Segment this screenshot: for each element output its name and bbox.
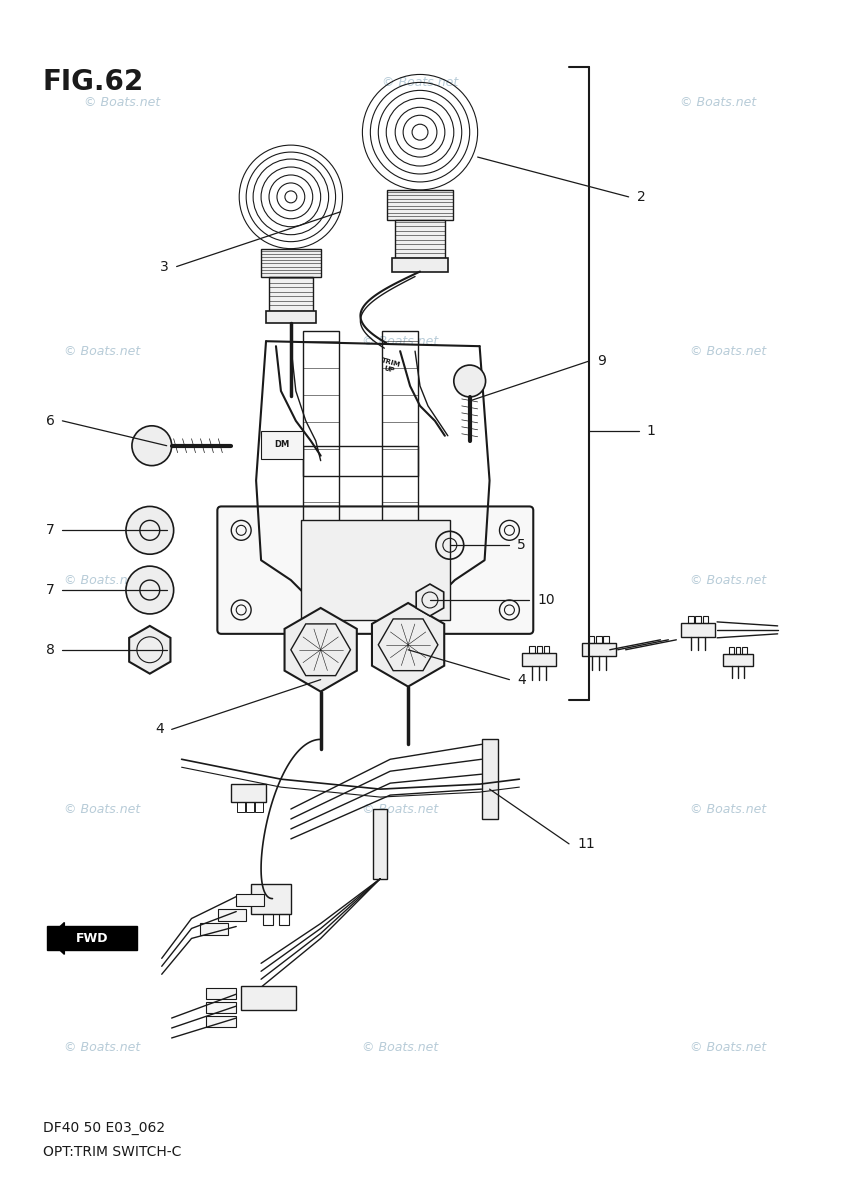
Bar [722, 654, 753, 666]
Bar [206, 1016, 236, 1027]
Text: 4: 4 [518, 673, 526, 686]
Text: DF40 50 E03_062: DF40 50 E03_062 [42, 1121, 165, 1134]
Bar [279, 913, 288, 925]
Bar [387, 190, 453, 220]
FancyBboxPatch shape [217, 506, 533, 634]
Text: © Boats.net: © Boats.net [362, 1042, 438, 1055]
Text: © Boats.net: © Boats.net [64, 803, 140, 816]
Text: © Boats.net: © Boats.net [64, 344, 140, 358]
Bar [536, 646, 542, 653]
Bar [241, 986, 296, 1010]
Circle shape [132, 426, 172, 466]
Bar [544, 646, 549, 653]
Bar [206, 1002, 236, 1013]
Bar [373, 809, 387, 878]
Text: 7: 7 [46, 583, 54, 598]
Text: © Boats.net: © Boats.net [382, 76, 459, 89]
Text: FWD: FWD [76, 932, 108, 944]
Bar [681, 623, 715, 636]
Bar [236, 894, 264, 906]
Bar [231, 784, 266, 802]
Bar [237, 802, 245, 812]
Text: © Boats.net: © Boats.net [689, 1042, 766, 1055]
Text: © Boats.net: © Boats.net [362, 335, 438, 348]
Bar [269, 276, 313, 311]
Bar [742, 647, 747, 654]
Text: 1: 1 [646, 424, 656, 438]
Text: TRIM
UP: TRIM UP [379, 358, 402, 374]
Polygon shape [284, 608, 357, 691]
Text: © Boats.net: © Boats.net [362, 564, 438, 577]
Polygon shape [47, 923, 64, 954]
Bar [251, 883, 291, 913]
Text: 2: 2 [636, 190, 645, 204]
Text: 10: 10 [537, 593, 555, 607]
Bar [596, 636, 602, 643]
Bar [582, 643, 616, 656]
Text: © Boats.net: © Boats.net [689, 803, 766, 816]
Text: © Boats.net: © Boats.net [689, 574, 766, 587]
Text: 8: 8 [46, 643, 54, 656]
Bar [703, 616, 708, 623]
Text: 7: 7 [46, 523, 54, 538]
Bar [695, 616, 700, 623]
Bar [729, 647, 734, 654]
Polygon shape [129, 626, 170, 673]
Text: 11: 11 [577, 836, 595, 851]
Bar [689, 616, 694, 623]
Bar [263, 913, 273, 925]
Bar [206, 988, 236, 1000]
Circle shape [126, 506, 173, 554]
Bar [303, 331, 338, 570]
Bar [735, 647, 740, 654]
Bar [303, 445, 418, 475]
Bar [395, 220, 445, 258]
Bar [266, 311, 316, 323]
Text: OPT:TRIM SWITCH-C: OPT:TRIM SWITCH-C [42, 1146, 181, 1159]
Bar [481, 739, 497, 818]
Text: 5: 5 [518, 539, 526, 552]
Bar [261, 248, 321, 276]
Polygon shape [372, 602, 444, 686]
Bar [201, 924, 228, 936]
Text: 9: 9 [596, 354, 606, 368]
Text: © Boats.net: © Boats.net [64, 574, 140, 587]
Text: © Boats.net: © Boats.net [689, 344, 766, 358]
Text: DM: DM [274, 440, 289, 449]
Circle shape [453, 365, 486, 397]
Polygon shape [47, 926, 137, 950]
Bar [530, 646, 535, 653]
Bar [301, 521, 450, 620]
Bar [603, 636, 608, 643]
Polygon shape [416, 584, 443, 616]
Text: FIG.62: FIG.62 [42, 68, 144, 96]
Text: 3: 3 [160, 259, 168, 274]
Bar [522, 653, 556, 666]
Bar [255, 802, 263, 812]
Bar [218, 908, 246, 920]
Bar [393, 258, 448, 271]
Text: © Boats.net: © Boats.net [84, 96, 160, 109]
Bar [261, 431, 303, 458]
Text: 6: 6 [46, 414, 54, 428]
Bar [382, 331, 418, 570]
Circle shape [126, 566, 173, 614]
Bar [246, 802, 254, 812]
Bar [589, 636, 595, 643]
Text: 4: 4 [155, 722, 164, 737]
Text: © Boats.net: © Boats.net [362, 803, 438, 816]
Text: © Boats.net: © Boats.net [680, 96, 756, 109]
Text: © Boats.net: © Boats.net [64, 1042, 140, 1055]
